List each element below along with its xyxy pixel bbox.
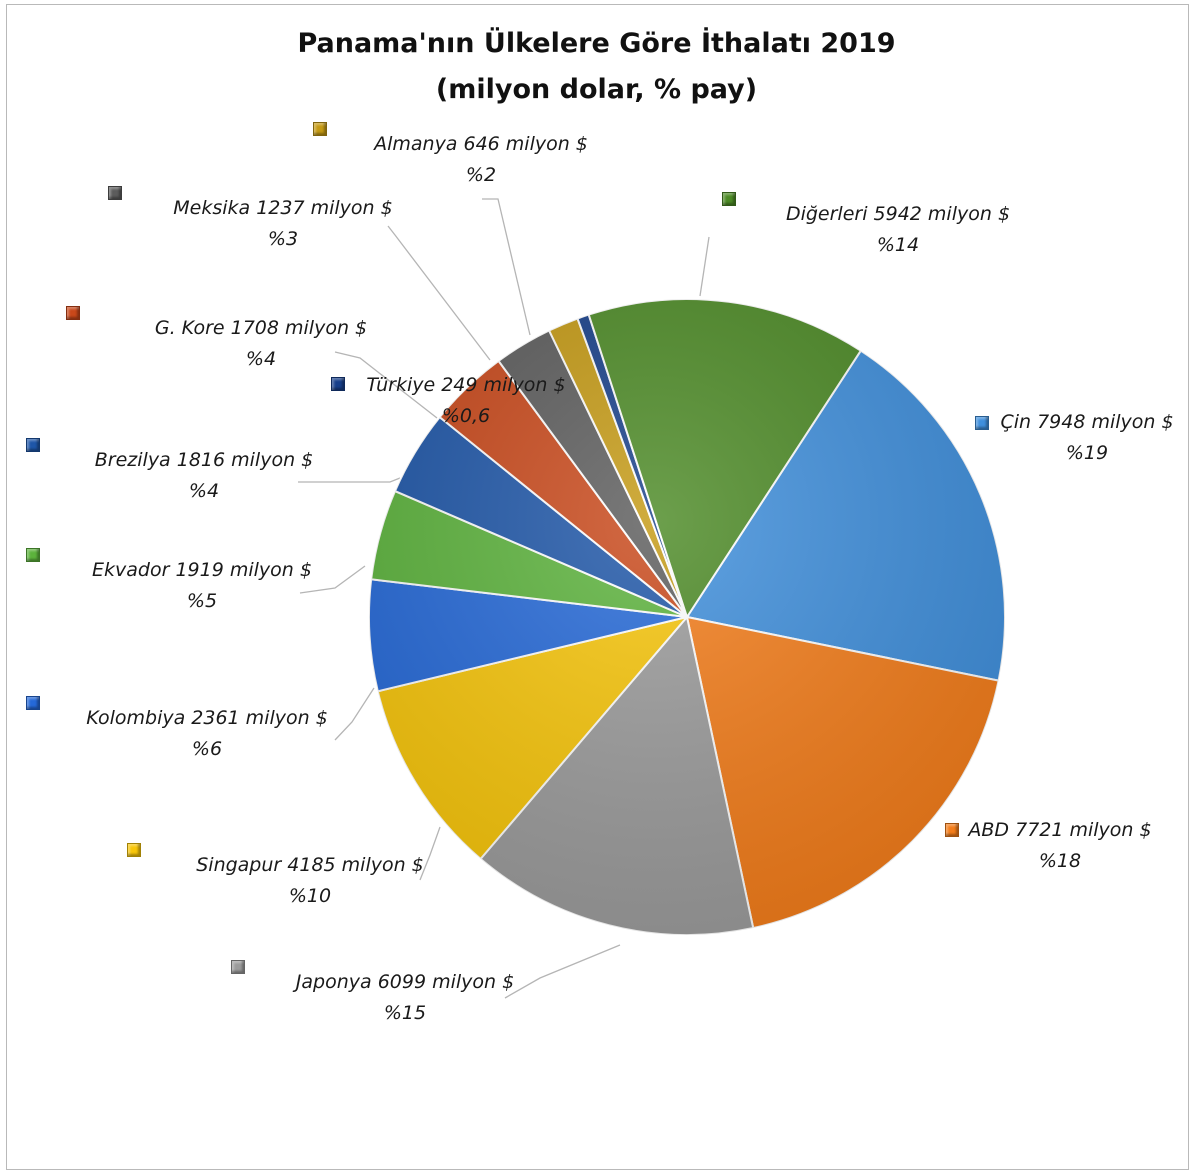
data-label-percent: %14	[876, 234, 920, 256]
data-label-value: Ekvador 1919 milyon $	[92, 559, 312, 581]
data-label: G. Kore 1708 milyon $ %4	[155, 313, 367, 375]
data-label-percent: %10	[288, 885, 332, 907]
leader-lines	[298, 198, 710, 999]
leader-line	[504, 944, 621, 999]
data-label-value: Brezilya 1816 milyon $	[94, 449, 314, 471]
legend-marker	[108, 186, 122, 200]
data-label-value: Singapur 4185 milyon $	[196, 854, 424, 876]
data-label: Brezilya 1816 milyon $ %4	[95, 445, 314, 507]
data-label-value: Almanya 646 milyon $	[374, 133, 588, 155]
data-label-value: Çin 7948 milyon $	[1000, 411, 1174, 433]
data-label: Japonya 6099 milyon $ %15	[296, 967, 514, 1029]
leader-line	[699, 236, 710, 297]
data-label-percent: %18	[1038, 850, 1082, 872]
legend-marker	[66, 306, 80, 320]
legend-marker	[127, 843, 141, 857]
legend-marker	[331, 377, 345, 391]
data-label-percent: %6	[191, 738, 223, 760]
data-label-percent: %15	[383, 1002, 427, 1024]
data-label-value: Meksika 1237 milyon $	[173, 197, 393, 219]
data-label: ABD 7721 milyon $ %18	[968, 815, 1151, 877]
legend-marker	[231, 960, 245, 974]
leader-line	[334, 687, 375, 741]
legend-marker	[26, 438, 40, 452]
data-label: Çin 7948 milyon $ %19	[1000, 407, 1173, 469]
data-label: Meksika 1237 milyon $ %3	[173, 193, 392, 255]
legend-marker	[975, 416, 989, 430]
data-label-value: ABD 7721 milyon $	[968, 819, 1152, 841]
data-label-percent: %0,6	[441, 405, 491, 427]
data-label: Kolombiya 2361 milyon $ %6	[86, 703, 328, 765]
data-label-percent: %19	[1065, 442, 1109, 464]
data-label-percent: %3	[267, 228, 299, 250]
data-label-percent: %5	[186, 590, 218, 612]
data-label-value: Diğerleri 5942 milyon $	[785, 203, 1011, 225]
leader-line	[298, 477, 401, 483]
chart-subtitle: (milyon dolar, % pay)	[435, 74, 758, 105]
data-label: Singapur 4185 milyon $ %10	[196, 850, 424, 912]
data-label: Ekvador 1919 milyon $ %5	[92, 555, 312, 617]
data-label-percent: %4	[245, 348, 277, 370]
legend-marker	[313, 122, 327, 136]
data-label: Türkiye 249 milyon $ %0,6	[366, 370, 565, 432]
leader-line	[299, 565, 366, 594]
legend-marker	[26, 696, 40, 710]
legend-marker	[945, 823, 959, 837]
legend-marker	[26, 548, 40, 562]
data-label-percent: %2	[465, 164, 497, 186]
data-label: Almanya 646 milyon $ %2	[374, 129, 588, 191]
chart-title: Panama'nın Ülkelere Göre İthalatı 2019	[297, 28, 896, 59]
legend-marker	[722, 192, 736, 206]
leader-line	[387, 225, 491, 361]
data-label: Diğerleri 5942 milyon $ %14	[786, 199, 1010, 261]
data-label-value: G. Kore 1708 milyon $	[154, 317, 368, 339]
data-label-value: Japonya 6099 milyon $	[295, 971, 515, 993]
data-label-percent: %4	[188, 480, 220, 502]
leader-line	[482, 198, 531, 336]
data-label-value: Türkiye 249 milyon $	[366, 374, 566, 396]
data-label-value: Kolombiya 2361 milyon $	[86, 707, 328, 729]
